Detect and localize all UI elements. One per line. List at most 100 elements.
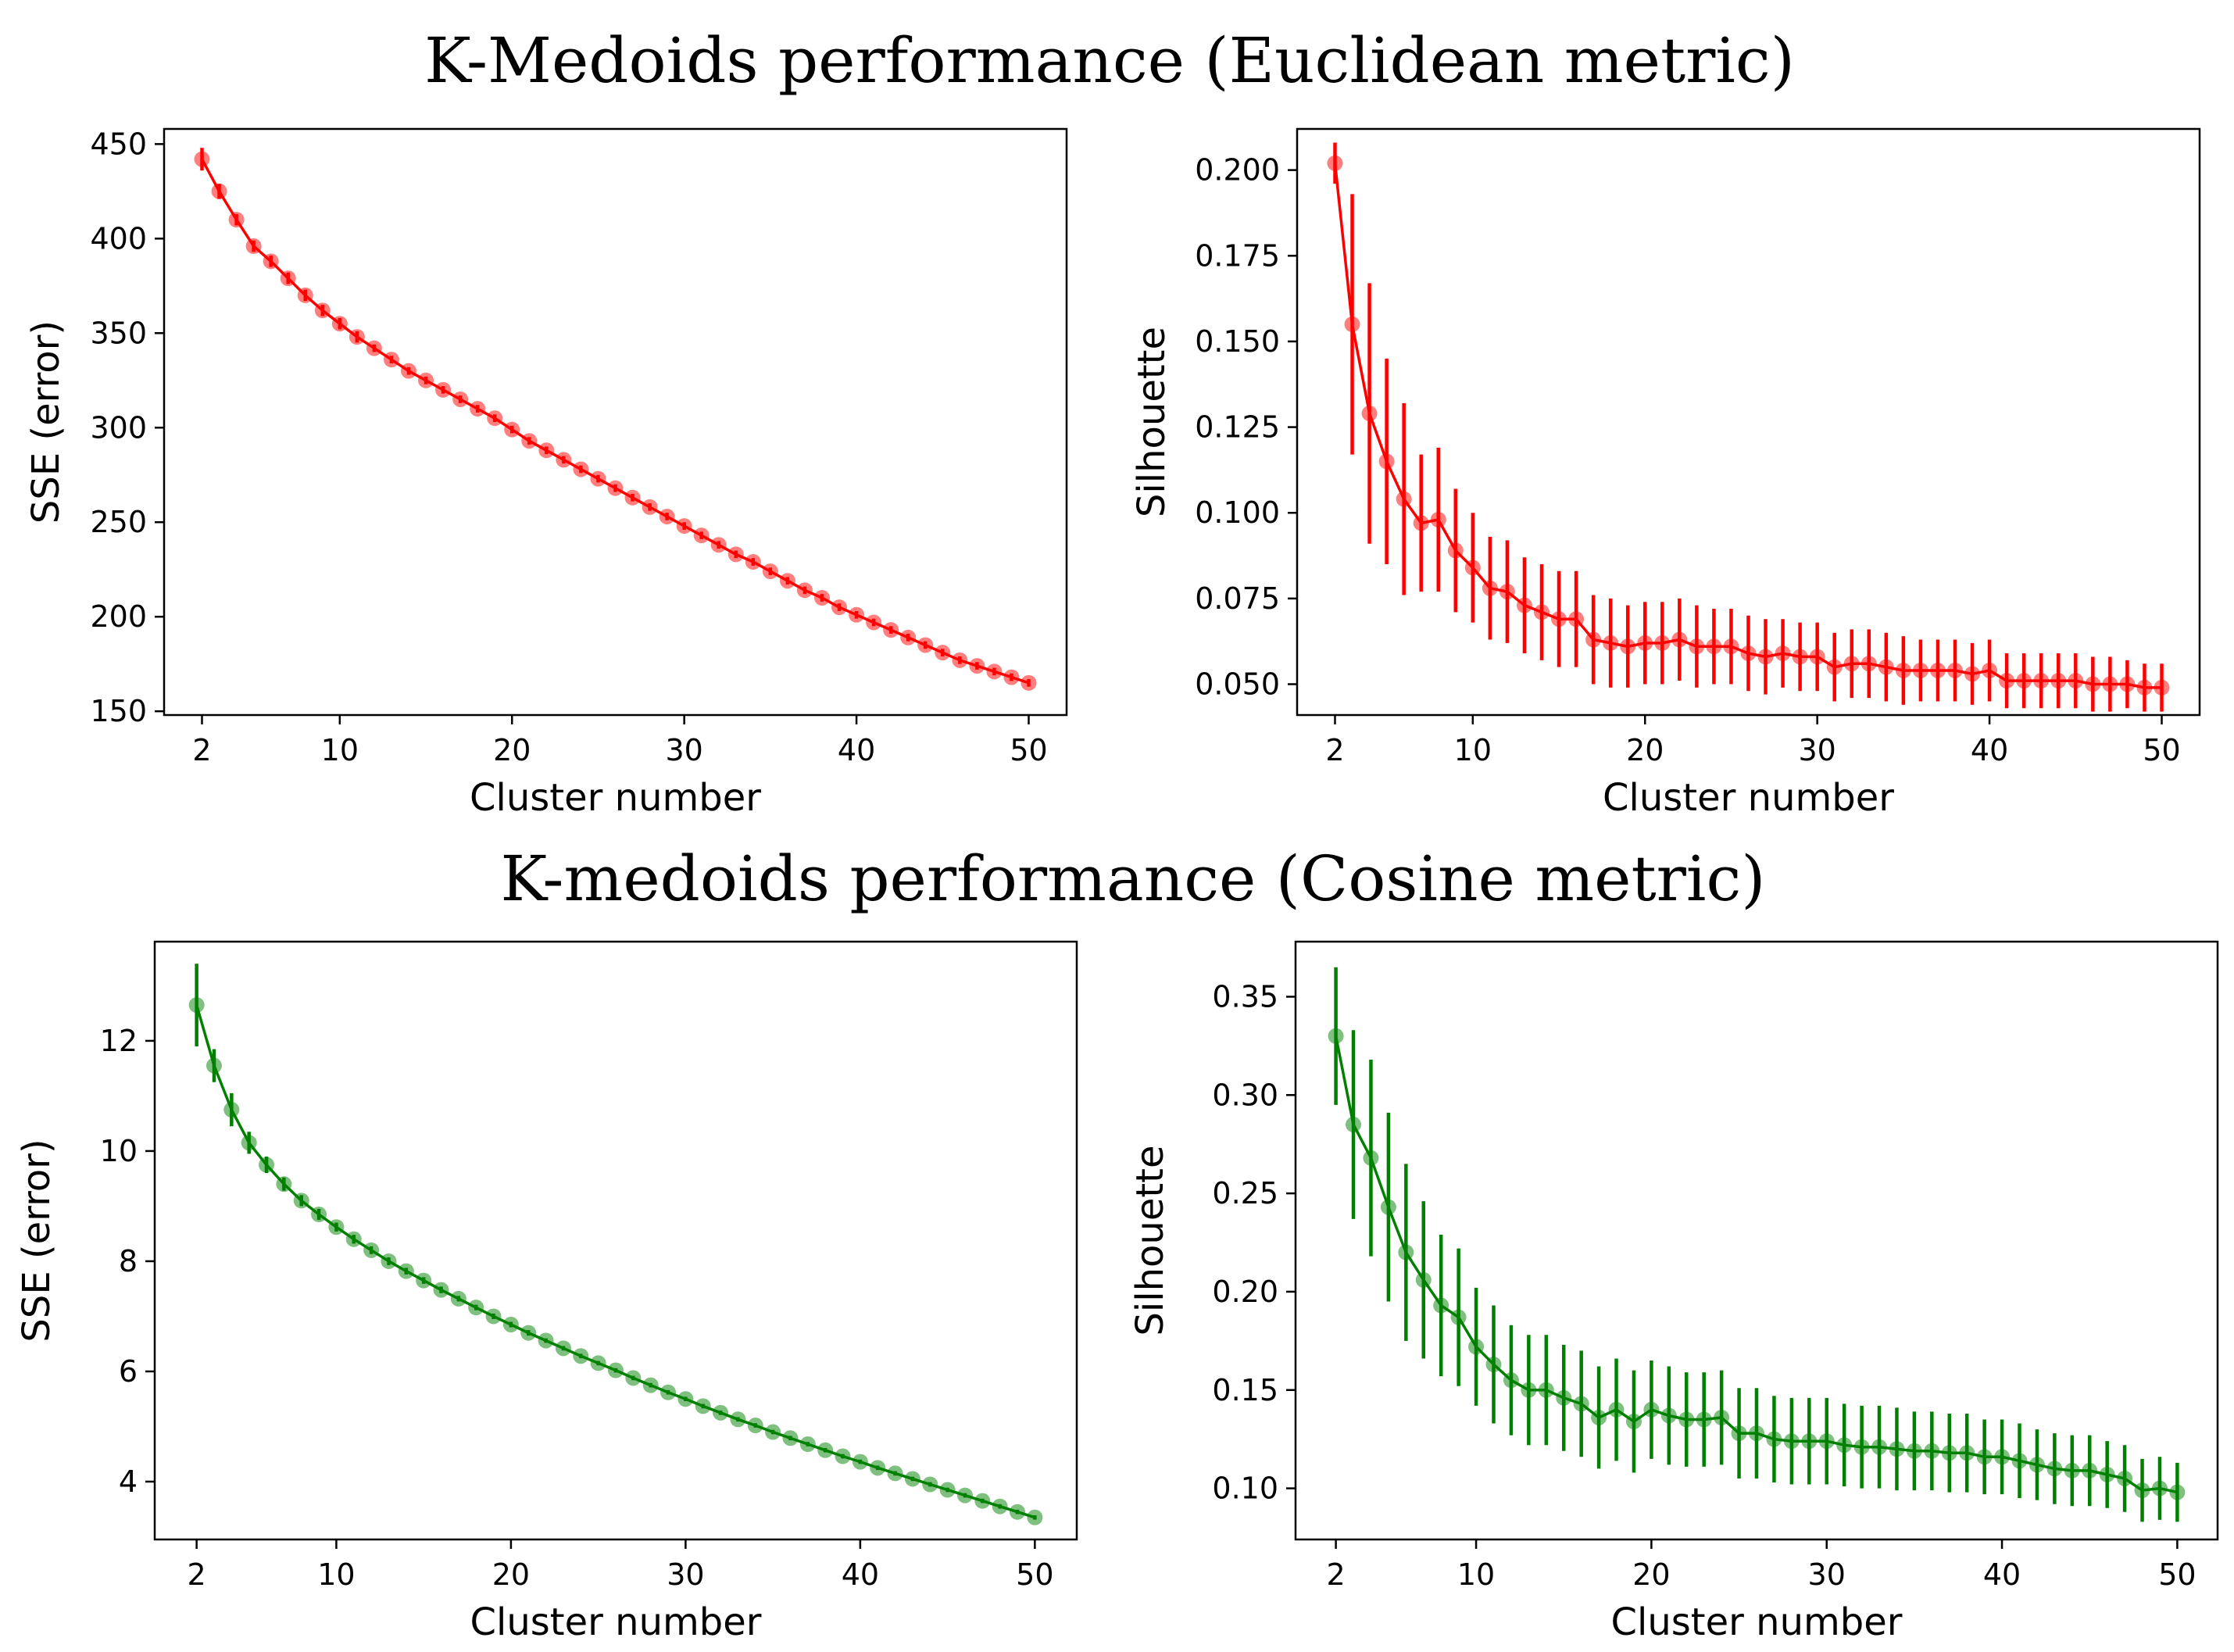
- data-point: [416, 1272, 432, 1289]
- data-point: [1603, 635, 1619, 651]
- x-tick-label: 30: [1808, 1557, 1846, 1592]
- data-point: [555, 1340, 571, 1357]
- series-line: [1333, 163, 2162, 689]
- data-point: [276, 1176, 292, 1193]
- data-point: [713, 1404, 729, 1421]
- data-point: [1809, 649, 1825, 665]
- x-tick-label: 30: [667, 1557, 704, 1592]
- x-tick-label: 2: [1327, 1557, 1346, 1592]
- data-point: [952, 652, 968, 668]
- x-axis-label: Cluster number: [470, 776, 761, 820]
- x-tick-label: 20: [1632, 1557, 1670, 1592]
- x-tick-label: 20: [492, 1557, 530, 1592]
- data-point: [400, 363, 416, 379]
- data-point: [1415, 1271, 1432, 1288]
- data-point: [1003, 669, 1020, 685]
- data-point: [1860, 656, 1877, 672]
- data-point: [1871, 1439, 1888, 1455]
- data-point: [956, 1487, 973, 1504]
- data-point: [782, 1430, 799, 1446]
- data-point: [311, 1207, 327, 1223]
- data-point: [1328, 1028, 1344, 1044]
- y-tick-label: 0.050: [1195, 667, 1280, 702]
- data-point: [765, 1424, 781, 1440]
- data-point: [1801, 1433, 1818, 1450]
- x-tick-label: 40: [838, 733, 875, 767]
- data-point: [814, 590, 831, 606]
- data-point: [1608, 1401, 1625, 1418]
- data-point: [1818, 1433, 1835, 1450]
- data-point: [1551, 611, 1567, 628]
- x-axis-label: Cluster number: [1611, 1600, 1903, 1644]
- data-point: [1533, 604, 1550, 620]
- data-point: [280, 270, 296, 287]
- data-point: [974, 1493, 991, 1509]
- data-point: [799, 1436, 816, 1453]
- x-tick-label: 10: [321, 733, 359, 767]
- data-point: [676, 518, 692, 535]
- data-point: [468, 1300, 484, 1316]
- title-euclidean: K-Medoids performance (Euclidean metric): [424, 24, 1795, 97]
- data-point: [2028, 1457, 2045, 1473]
- data-point: [992, 1498, 1008, 1514]
- data-point: [1643, 1401, 1660, 1418]
- plot-frame: [163, 127, 1068, 717]
- data-point: [1947, 662, 1964, 678]
- data-point: [1450, 1309, 1467, 1325]
- data-point: [1464, 560, 1481, 576]
- data-point: [1573, 1396, 1589, 1412]
- y-tick-label: 200: [90, 599, 147, 634]
- data-point: [624, 489, 641, 506]
- y-tick-label: 450: [90, 127, 147, 161]
- data-point: [1538, 1382, 1554, 1398]
- x-tick-label: 50: [2158, 1557, 2196, 1592]
- data-point: [293, 1193, 309, 1209]
- data-point: [470, 401, 486, 417]
- y-tick-label: 4: [119, 1464, 138, 1499]
- y-tick-label: 0.175: [1195, 238, 1280, 273]
- data-point: [538, 442, 555, 459]
- data-point: [1982, 662, 1998, 678]
- data-point: [1413, 515, 1429, 531]
- data-point: [1999, 673, 2015, 689]
- data-point: [345, 1231, 362, 1247]
- data-point: [188, 997, 205, 1014]
- data-point: [1723, 638, 1739, 655]
- data-point: [1378, 453, 1395, 470]
- data-point: [521, 433, 538, 449]
- data-point: [2134, 1482, 2150, 1499]
- data-point: [1010, 1504, 1026, 1520]
- data-point: [2033, 673, 2050, 689]
- data-point: [1637, 635, 1653, 651]
- data-point: [1396, 491, 1412, 507]
- data-point: [1749, 1425, 1764, 1442]
- data-point: [1380, 1199, 1396, 1215]
- y-tick-label: 0.15: [1212, 1373, 1278, 1407]
- data-point: [1853, 1439, 1870, 1455]
- data-point: [433, 1282, 449, 1298]
- data-point: [2169, 1484, 2186, 1500]
- data-point: [608, 1362, 624, 1378]
- data-point: [1976, 1449, 1993, 1465]
- data-point: [917, 637, 934, 653]
- data-point: [695, 1398, 711, 1414]
- data-point: [383, 352, 399, 368]
- data-point: [1766, 1431, 1782, 1447]
- data-point: [2011, 1453, 2028, 1469]
- data-point: [727, 546, 744, 563]
- data-point: [245, 238, 262, 254]
- data-point: [1556, 1389, 1572, 1406]
- data-point: [607, 480, 624, 496]
- data-point: [883, 622, 899, 638]
- data-point: [1783, 1433, 1800, 1450]
- data-point: [986, 663, 1003, 680]
- y-tick-label: 300: [90, 410, 147, 445]
- data-point: [1433, 1297, 1449, 1314]
- data-point: [349, 329, 365, 345]
- data-point: [1568, 611, 1585, 628]
- data-point: [1792, 649, 1808, 665]
- data-point: [487, 410, 503, 427]
- data-point: [1671, 631, 1688, 648]
- data-point: [556, 452, 572, 468]
- data-point: [520, 1325, 537, 1341]
